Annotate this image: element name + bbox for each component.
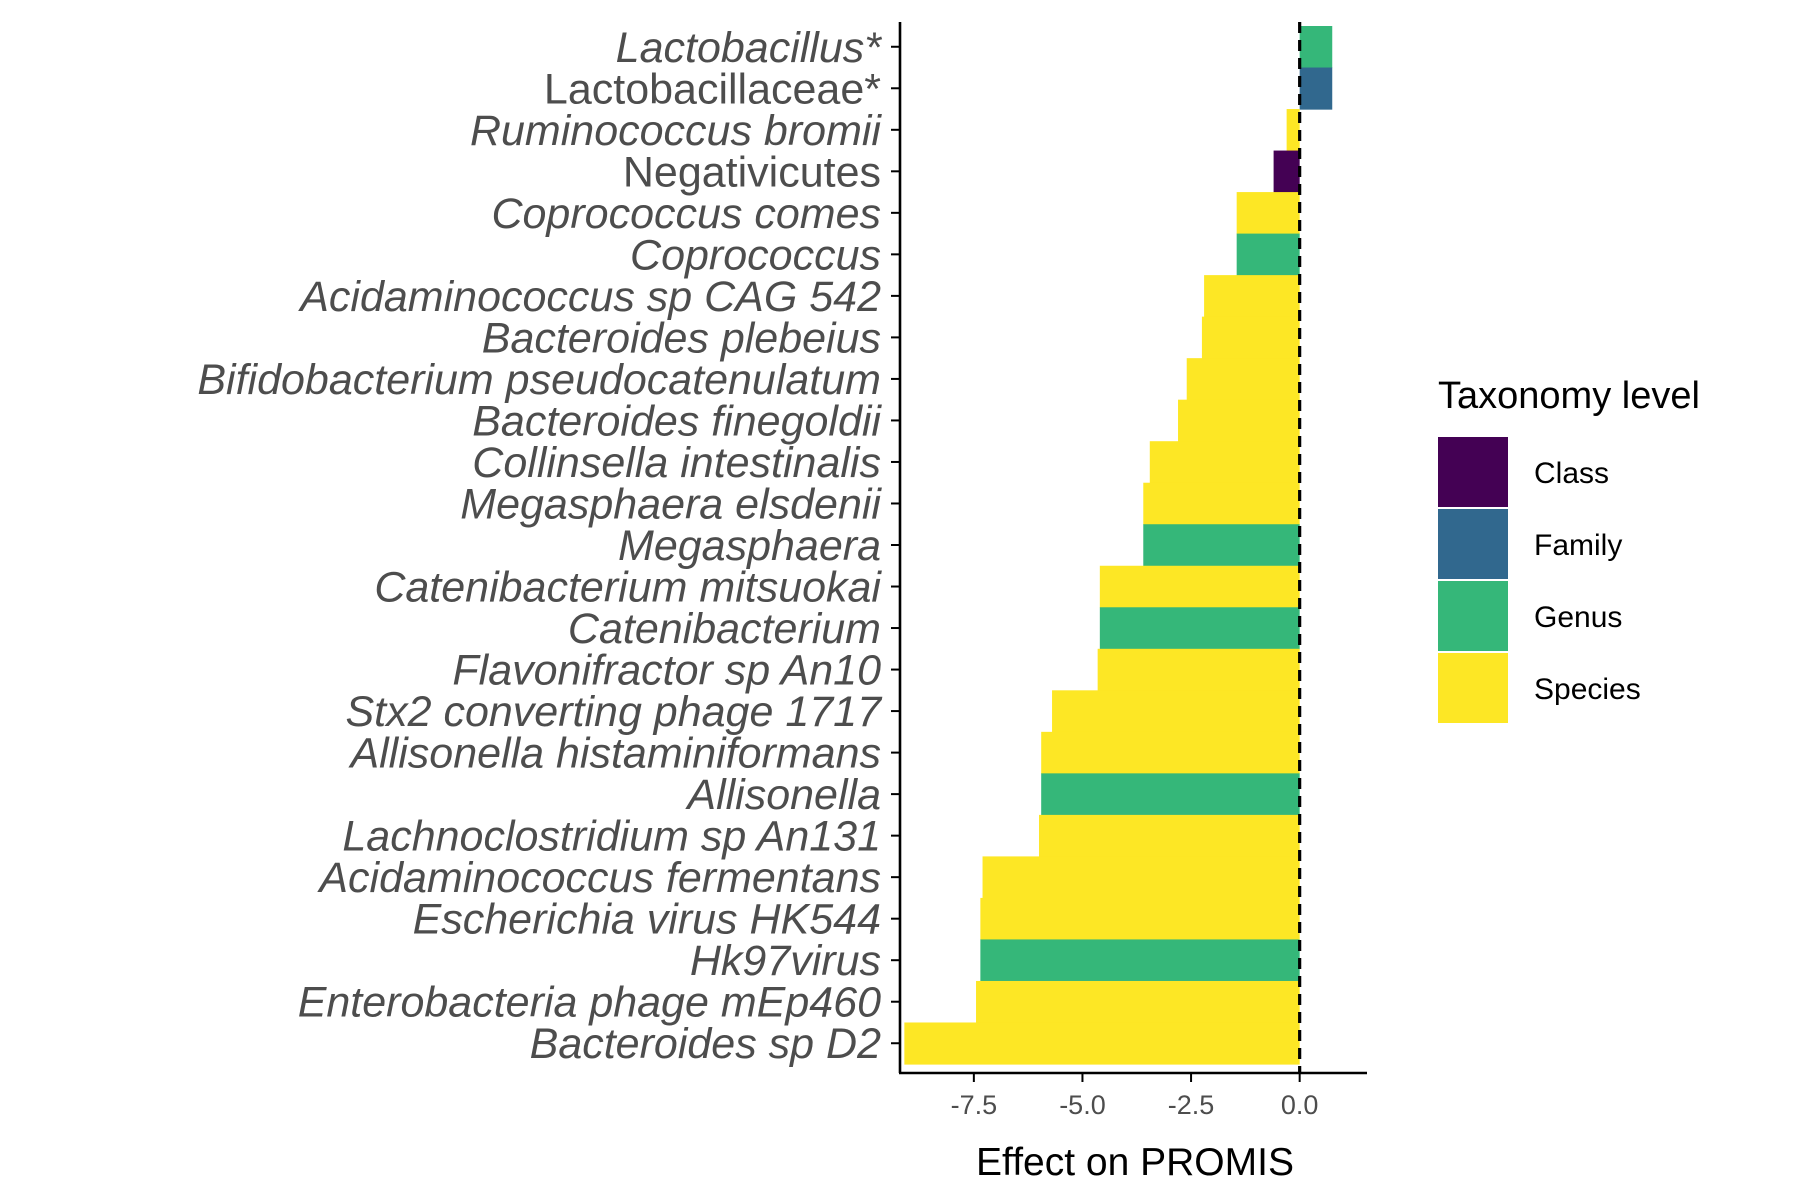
bar-1 [1299,26,1333,69]
category-label-16: Flavonifractor sp An10 [452,647,881,695]
bar-15 [1099,607,1300,650]
axes-layer [891,22,1367,1075]
bar-19 [1041,773,1300,816]
bar-5 [1236,192,1300,235]
legend-label-genus: Genus [1534,601,1622,634]
bar-13 [1143,524,1300,567]
category-label-15: Catenibacterium [568,605,881,653]
category-label-4: Negativicutes [623,148,881,196]
category-label-22: Escherichia virus HK544 [413,896,881,944]
bar-6 [1236,233,1300,276]
category-label-5: Coprococcus comes [491,190,881,238]
category-label-2: Lactobacillaceae* [544,65,881,113]
category-label-7: Acidaminococcus sp CAG 542 [297,273,881,321]
bar-12 [1143,482,1300,525]
category-label-18: Allisonella histaminiformans [347,730,881,778]
category-label-20: Lachnoclostridium sp An131 [342,813,881,861]
bar-17 [1052,690,1300,733]
bar-18 [1041,731,1300,774]
bar-10 [1178,399,1300,442]
bar-24 [976,980,1300,1024]
bars-layer [904,26,1333,1065]
category-label-6: Coprococcus [630,231,881,279]
legend-title: Taxonomy level [1438,375,1700,417]
category-labels-layer: Lactobacillus*Lactobacillaceae*Ruminococ… [197,24,883,1068]
bar-20 [1039,814,1300,857]
x-tick-label-4: 0.0 [1281,1090,1319,1120]
category-label-10: Bacteroides finegoldii [472,397,882,445]
category-label-17: Stx2 converting phage 1717 [345,688,883,736]
bar-8 [1201,316,1300,359]
legend-swatch-class [1438,437,1508,507]
legend: Taxonomy level Class Family Genus Species [1438,375,1700,723]
bar-3 [1286,109,1300,152]
category-label-13: Megasphaera [618,522,881,570]
bar-4 [1273,150,1300,193]
category-label-1: Lactobacillus* [616,24,883,72]
bar-14 [1099,565,1300,608]
legend-swatch-family [1438,509,1508,579]
bar-21 [982,856,1300,899]
bar-25 [904,1022,1300,1065]
bar-11 [1149,441,1300,484]
category-label-11: Collinsella intestinalis [472,439,881,487]
category-label-12: Megasphaera elsdenii [460,480,882,528]
legend-swatch-species [1438,653,1508,723]
category-label-19: Allisonella [684,771,881,819]
category-label-3: Ruminococcus bromii [470,107,882,155]
category-label-25: Bacteroides sp D2 [530,1020,881,1068]
category-label-8: Bacteroides plebeius [482,314,881,362]
x-tick-label-3: -2.5 [1168,1090,1215,1120]
legend-label-family: Family [1534,529,1622,562]
category-label-9: Bifidobacterium pseudocatenulatum [197,356,881,404]
x-tick-label-2: -5.0 [1059,1090,1106,1120]
category-label-23: Hk97virus [690,937,881,985]
bar-9 [1186,358,1300,401]
x-ticks-layer: -7.5 -5.0 -2.5 0.0 [951,1073,1319,1120]
bar-23 [980,939,1300,982]
legend-items: Class Family Genus Species [1438,437,1641,723]
category-label-21: Acidaminococcus fermentans [316,854,881,902]
legend-label-species: Species [1534,673,1641,706]
legend-label-class: Class [1534,457,1609,490]
bar-2 [1299,67,1333,110]
legend-swatch-genus [1438,581,1508,651]
category-label-24: Enterobacteria phage mEp460 [298,979,881,1027]
bar-7 [1204,275,1300,318]
bar-16 [1097,648,1300,691]
x-tick-label-1: -7.5 [951,1090,998,1120]
category-label-14: Catenibacterium mitsuokai [374,564,882,612]
bar-22 [980,897,1300,941]
x-axis-title: Effect on PROMIS [976,1141,1294,1184]
